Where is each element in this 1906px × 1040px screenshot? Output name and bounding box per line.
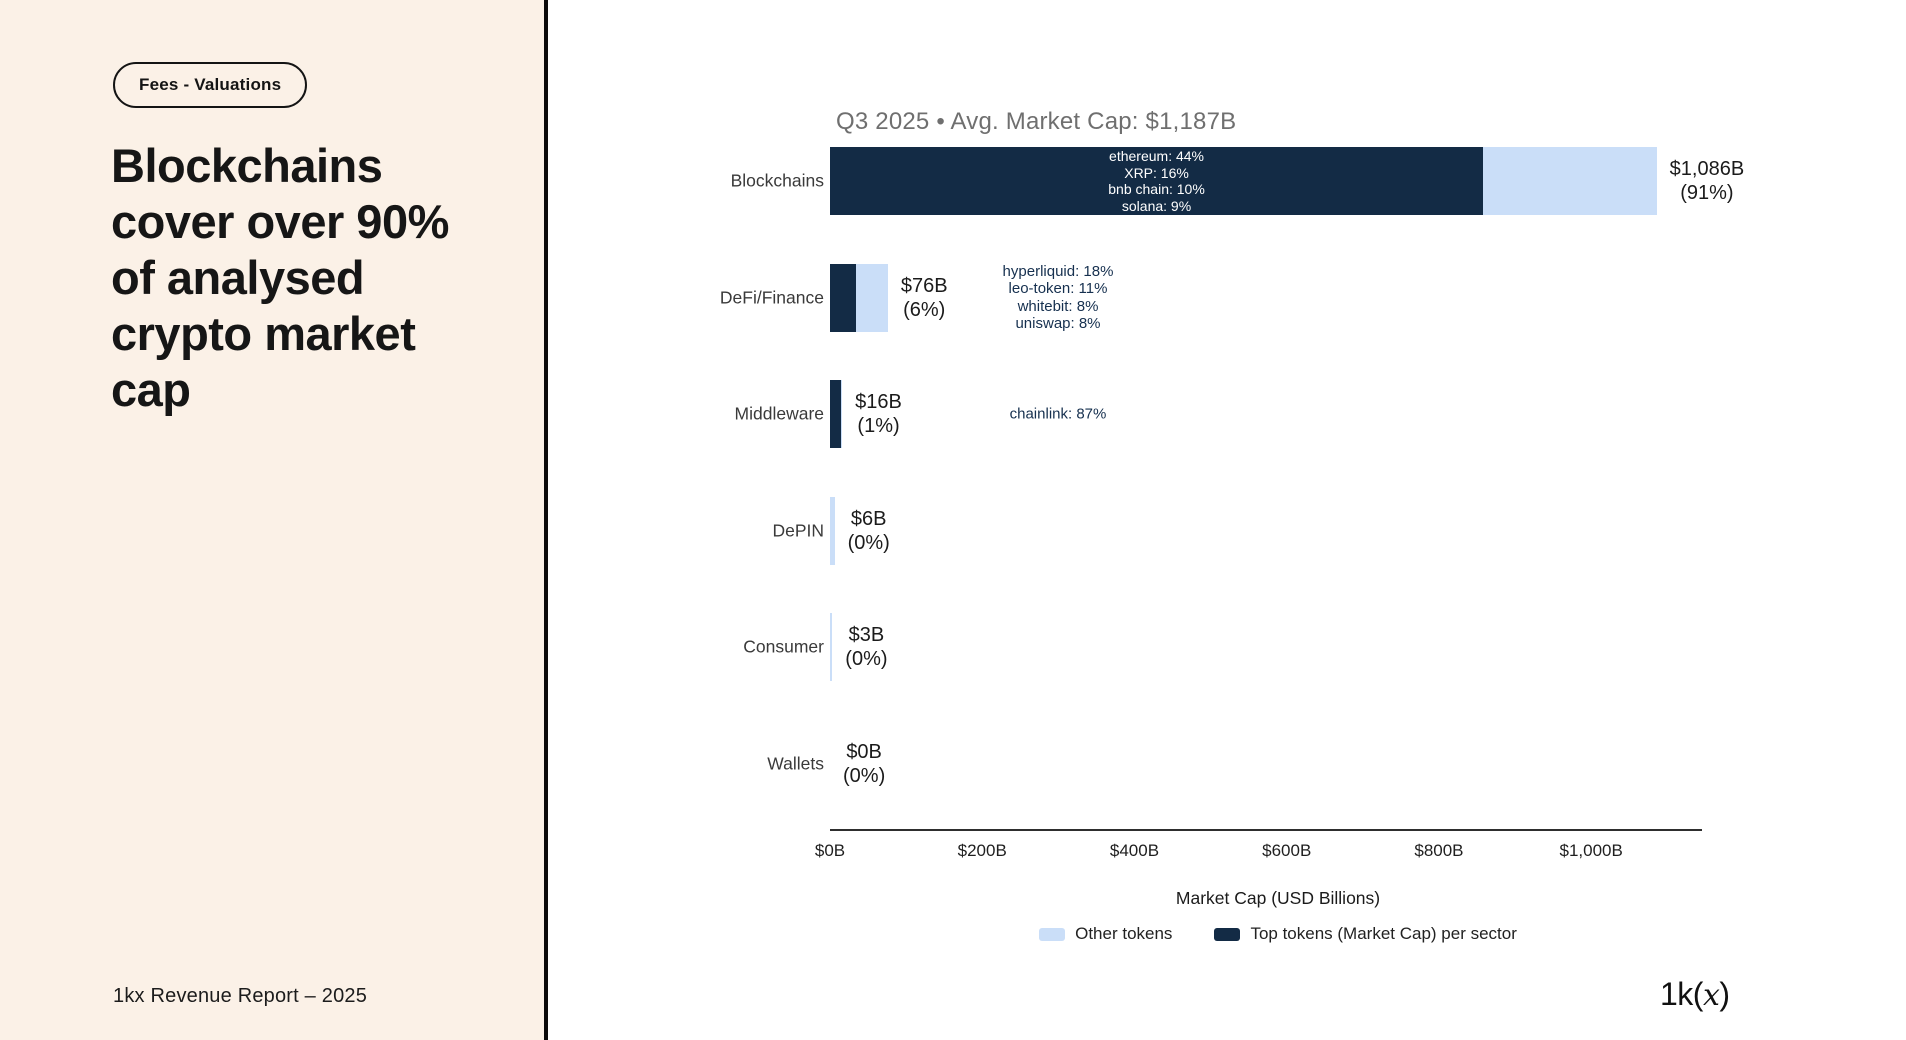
token-breakdown-line: ethereum: 44% bbox=[1109, 148, 1204, 164]
category-label: Blockchains bbox=[730, 170, 824, 191]
token-breakdown-annotation: chainlink: 87% bbox=[908, 405, 1208, 423]
value-label: $6B (0%) bbox=[848, 507, 890, 555]
token-breakdown-line: hyperliquid: 18% bbox=[1002, 262, 1114, 280]
x-axis-tick-label: $800B bbox=[1414, 841, 1464, 860]
category-label: DeFi/Finance bbox=[719, 287, 824, 308]
chart-legend: Other tokens Top tokens (Market Cap) per … bbox=[878, 924, 1678, 944]
legend-swatch-icon bbox=[1214, 927, 1241, 941]
bar-segment-other-tokens bbox=[1483, 147, 1657, 215]
value-label-share: (1%) bbox=[857, 415, 900, 438]
bar-segment-top-tokens bbox=[830, 263, 857, 332]
slide-title-line: crypto market bbox=[111, 307, 416, 360]
value-label: $0B (0%) bbox=[843, 740, 885, 788]
category-label: Consumer bbox=[743, 636, 824, 657]
x-axis-line bbox=[830, 829, 1702, 831]
bar-segment-other-tokens bbox=[840, 380, 843, 449]
x-axis-tick-label: $200B bbox=[957, 841, 1007, 860]
x-axis-title: Market Cap (USD Billions) bbox=[1175, 888, 1381, 908]
x-axis-tick-label: $1,000B bbox=[1559, 841, 1623, 860]
legend-item: Top tokens (Market Cap) per sector bbox=[1214, 924, 1517, 944]
token-breakdown-annotation: hyperliquid: 18% leo-token: 11% whitebit: … bbox=[908, 263, 1208, 333]
slide-title-line: cover over 90% bbox=[111, 195, 449, 248]
bar-segment-other-tokens bbox=[830, 613, 833, 682]
value-label-share: (91%) bbox=[1680, 182, 1734, 204]
category-label: DePIN bbox=[772, 520, 824, 541]
chart-panel: Q3 2025 • Avg. Market Cap: $1,187B Block… bbox=[548, 0, 1906, 1040]
token-breakdown-line: leo-token: 11% bbox=[1008, 280, 1108, 298]
report-footer: 1kx Revenue Report – 2025 bbox=[113, 985, 368, 1007]
token-breakdown-line: uniswap: 8% bbox=[1015, 315, 1101, 333]
token-breakdown-line: solana: 9% bbox=[1121, 197, 1192, 214]
legend-item: Other tokens bbox=[1039, 924, 1172, 944]
panel-divider bbox=[544, 0, 548, 1040]
company-logo: 1k(x) bbox=[1660, 976, 1730, 1013]
slide-title-line: of analysed bbox=[111, 251, 365, 304]
left-panel: Fees - Valuations Blockchains cover over … bbox=[0, 0, 544, 1040]
slide-title: Blockchains cover over 90% of analysed cryp… bbox=[111, 138, 449, 418]
bar-segment-other-tokens bbox=[830, 496, 835, 565]
logo-prefix: 1k( bbox=[1660, 976, 1703, 1012]
value-label-share: (0%) bbox=[845, 648, 888, 671]
section-badge-label: Fees - Valuations bbox=[139, 75, 282, 94]
value-label: $76B (6%) bbox=[901, 274, 948, 322]
token-breakdown-line: chainlink: 87% bbox=[1009, 405, 1107, 423]
x-axis-tick-label: $0B bbox=[814, 841, 846, 860]
x-axis-tick-label: $600B bbox=[1262, 841, 1312, 860]
value-label: $3B (0%) bbox=[845, 623, 887, 671]
token-breakdown-line: whitebit: 8% bbox=[1017, 297, 1099, 315]
token-breakdown-line: XRP: 16% bbox=[1124, 164, 1189, 181]
value-label-amount: $3B bbox=[848, 624, 885, 647]
legend-swatch-icon bbox=[1039, 927, 1066, 941]
bar-segment-top-tokens bbox=[830, 147, 1484, 215]
value-label-share: (6%) bbox=[903, 298, 946, 321]
value-label-share: (0%) bbox=[847, 531, 890, 554]
token-breakdown-line: bnb chain: 10% bbox=[1108, 181, 1205, 197]
bar-segment-other-tokens bbox=[856, 263, 888, 332]
value-label: $1,086B (91%) bbox=[1670, 157, 1745, 205]
chart-title: Q3 2025 • Avg. Market Cap: $1,187B bbox=[836, 108, 1237, 135]
category-label: Middleware bbox=[734, 403, 824, 424]
value-label-amount: $16B bbox=[855, 391, 902, 414]
section-badge: Fees - Valuations bbox=[113, 62, 308, 108]
value-label-amount: $76B bbox=[900, 274, 948, 297]
x-axis-tick-label: $400B bbox=[1109, 841, 1160, 860]
legend-label: Top tokens (Market Cap) per sector bbox=[1250, 924, 1517, 943]
value-label-amount: $6B bbox=[850, 507, 887, 530]
logo-x: x bbox=[1702, 978, 1720, 1013]
slide-title-line: cap bbox=[111, 363, 191, 416]
value-label-amount: $1,086B bbox=[1669, 158, 1745, 180]
value-label: $16B (1%) bbox=[855, 390, 902, 438]
value-label-share: (0%) bbox=[843, 765, 886, 787]
value-label-amount: $0B bbox=[846, 741, 882, 763]
category-label: Wallets bbox=[767, 753, 824, 774]
logo-suffix: ) bbox=[1719, 976, 1730, 1012]
legend-label: Other tokens bbox=[1075, 924, 1173, 943]
token-breakdown-annotation: ethereum: 44% XRP: 16% bnb chain: 10% solan… bbox=[830, 147, 1483, 215]
slide-title-line: Blockchains bbox=[111, 139, 383, 192]
bar-segment-top-tokens bbox=[830, 380, 841, 449]
